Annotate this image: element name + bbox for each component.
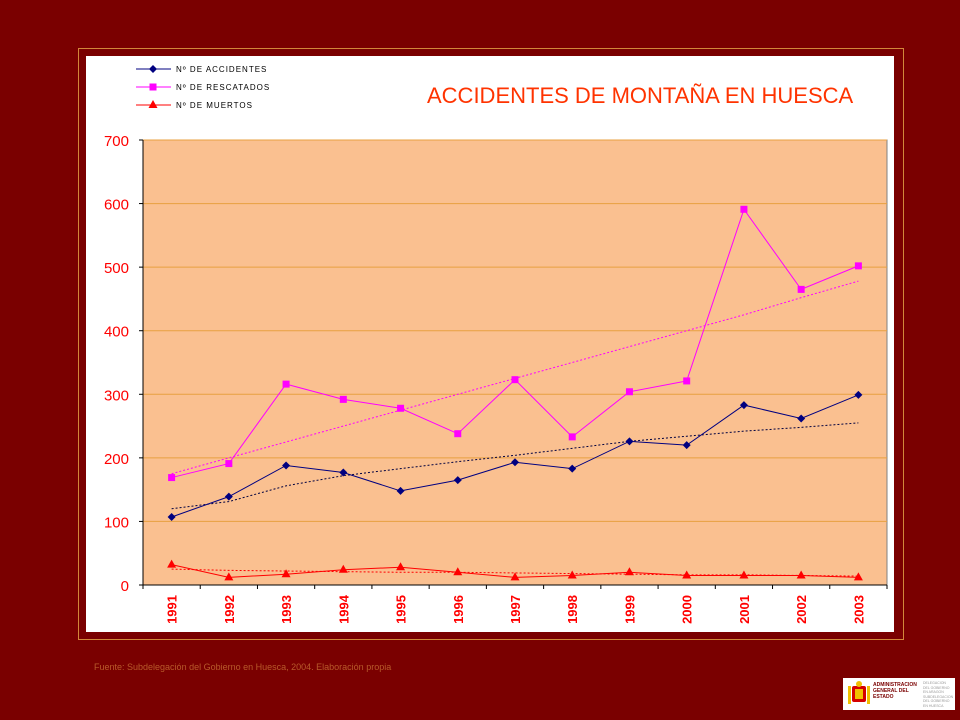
series-2-point: [225, 460, 233, 468]
x-tick-label: 2001: [737, 595, 752, 624]
series-2-point: [740, 205, 748, 213]
y-tick-label: 400: [104, 324, 129, 341]
series-2-point: [282, 380, 290, 388]
legend-label: Nº DE ACCIDENTES: [176, 65, 267, 74]
series-3-point: [796, 570, 806, 579]
chart-area: 0 100 200 300 400 500 600 700 1991 1992 1993 1994 19…: [86, 56, 894, 632]
x-tick-label: 2002: [794, 595, 809, 624]
series-1-trendline: [171, 422, 859, 510]
x-tick-label: 1994: [336, 594, 351, 624]
series-1-point: [511, 458, 519, 467]
series-3-point: [167, 559, 177, 568]
ministry-logo: ADMINISTRACION GENERAL DEL ESTADO DELEGA…: [843, 678, 955, 710]
x-tick-label: 1991: [165, 595, 180, 624]
plot-area: [142, 139, 888, 586]
series-3-point: [281, 569, 291, 578]
y-tick-label: 0: [121, 578, 129, 595]
series-2-point: [397, 404, 405, 412]
y-tick-label: 600: [104, 197, 129, 214]
y-tick-label: 700: [104, 133, 129, 150]
series-1-point: [854, 390, 863, 399]
chart-frame: [78, 48, 904, 640]
series-2-point: [568, 433, 576, 441]
legend-marker: [149, 83, 157, 91]
series-3-point: [853, 572, 863, 581]
y-tick-label: 300: [104, 387, 129, 404]
x-tick-label: 1995: [394, 595, 409, 624]
series-1-point: [339, 468, 348, 477]
series-3-point: [224, 572, 234, 581]
x-tick-label: 1997: [508, 595, 523, 624]
series-2-point: [511, 376, 519, 384]
series-3-point: [510, 572, 520, 581]
series-1-point: [224, 492, 233, 501]
source-note: Fuente: Subdelegación del Gobierno en Hu…: [94, 662, 392, 672]
x-tick-label: 2003: [851, 595, 866, 624]
series-3-point: [567, 570, 577, 579]
series-2-point: [683, 377, 691, 385]
x-tick-label: 1996: [451, 595, 466, 624]
legend-marker: [148, 100, 158, 108]
series-1-point: [282, 461, 291, 470]
x-tick-label: 1992: [222, 595, 237, 624]
series-2-point: [797, 285, 805, 293]
series-3-point: [682, 570, 692, 579]
series-2-point: [625, 388, 633, 396]
legend-marker: [149, 65, 157, 73]
series-1-point: [167, 512, 176, 521]
x-tick-label: 1998: [565, 595, 580, 624]
series-2-point: [339, 395, 347, 403]
series-3-point: [739, 570, 749, 579]
series-2-point: [168, 474, 176, 482]
logo-side-text: DELEGACION DEL GOBIERNO EN ARAGON SUBDEL…: [923, 681, 954, 708]
legend-label: Nº DE RESCATADOS: [176, 83, 270, 92]
x-tick-label: 1993: [279, 595, 294, 624]
series-2-point: [454, 430, 462, 438]
logo-main-text: ADMINISTRACION GENERAL DEL ESTADO: [873, 682, 919, 700]
series-3-point: [453, 567, 463, 576]
y-tick-label: 500: [104, 260, 129, 277]
series-1-point: [453, 476, 462, 485]
series-1-point: [682, 441, 691, 450]
y-tick-label: 100: [104, 514, 129, 531]
y-tick-label: 200: [104, 451, 129, 468]
x-tick-label: 1999: [622, 595, 637, 624]
series-3-point: [396, 562, 406, 571]
series-1-point: [396, 486, 405, 495]
line-chart: 0 100 200 300 400 500 600 700 1991 1992 1993 1994 19…: [104, 65, 888, 624]
series-1-point: [739, 401, 748, 410]
series-1-point: [625, 437, 634, 446]
coat-of-arms-icon: [848, 681, 870, 704]
series-3-point: [338, 564, 348, 573]
series-3-point: [624, 567, 634, 576]
series-1-point: [568, 464, 577, 473]
series-1-point: [797, 414, 806, 423]
chart-title: ACCIDENTES DE MONTAÑA EN HUESCA: [427, 83, 854, 108]
legend-label: Nº DE MUERTOS: [176, 101, 253, 110]
x-tick-label: 2000: [680, 595, 695, 624]
series-2-point: [854, 262, 862, 270]
